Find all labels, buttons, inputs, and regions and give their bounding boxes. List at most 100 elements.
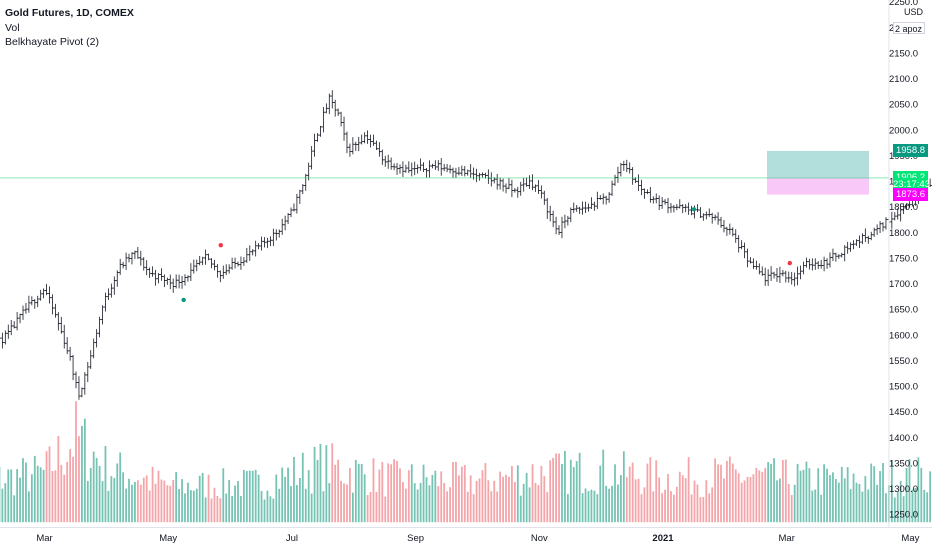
volume-bar: [272, 498, 275, 523]
volume-bar: [584, 488, 587, 523]
volume-bar: [864, 476, 867, 523]
volume-bar: [502, 476, 504, 523]
volume-bar: [10, 469, 13, 523]
volume-bars: [0, 401, 932, 523]
volume-bar: [416, 489, 419, 523]
scale-button[interactable]: 2 apoz: [893, 22, 925, 34]
time-tick-label: May: [159, 533, 177, 544]
volume-bar: [145, 475, 148, 523]
volume-bar: [399, 468, 401, 523]
volume-bar: [855, 482, 858, 523]
volume-bar: [310, 493, 313, 523]
volume-bar: [705, 480, 708, 523]
volume-bar: [351, 492, 354, 523]
volume-bar: [328, 483, 331, 523]
volume-bar: [619, 475, 622, 523]
volume-bar: [640, 494, 643, 523]
time-tick-label: Nov: [531, 533, 548, 544]
volume-bar: [867, 489, 870, 523]
volume-bar: [296, 485, 298, 523]
volume-bar: [142, 477, 145, 523]
volume-bar: [260, 490, 263, 523]
volume-bar: [390, 464, 393, 523]
volume-bar: [419, 482, 422, 523]
volume-bar: [457, 475, 460, 523]
time-tick-label: 2021: [652, 533, 674, 544]
price-tick-label: 2250.0: [889, 0, 918, 8]
symbol-title[interactable]: Gold Futures, 1D, COMEX: [5, 7, 134, 19]
volume-bar: [466, 491, 469, 523]
volume-bar: [861, 491, 864, 523]
volume-bar: [493, 480, 496, 523]
volume-bar: [213, 487, 216, 523]
volume-bar: [905, 467, 908, 523]
volume-bar: [181, 479, 183, 523]
volume-bar: [234, 485, 236, 523]
volume-bar: [596, 494, 599, 523]
volume-bar: [27, 491, 30, 523]
volume-bar: [201, 472, 204, 523]
volume-bar: [929, 471, 932, 523]
volume-bar: [879, 471, 881, 523]
volume-bar: [670, 491, 672, 523]
volume-bar: [42, 469, 45, 523]
volume-bar: [664, 489, 666, 523]
volume-bar: [699, 497, 702, 523]
volume-bar: [764, 468, 767, 523]
volume-bar: [360, 463, 363, 523]
volume-bar: [911, 489, 914, 523]
volume-bar: [802, 469, 805, 523]
volume-bar: [814, 489, 817, 523]
price-tick-label: 1300.0: [889, 484, 918, 495]
volume-bar: [337, 459, 340, 523]
volume-bar: [463, 465, 466, 523]
volume-bar: [334, 464, 337, 523]
volume-bar: [113, 477, 116, 523]
volume-bar: [375, 491, 378, 523]
pivot-marker: [787, 260, 792, 266]
volume-bar: [275, 474, 278, 523]
volume-bar: [849, 489, 852, 523]
volume-indicator-label[interactable]: Vol: [5, 21, 20, 34]
volume-bar: [787, 484, 790, 523]
currency-label[interactable]: USD: [893, 7, 923, 18]
volume-bar: [723, 478, 725, 523]
volume-bar: [242, 469, 245, 523]
volume-bar: [746, 476, 749, 523]
volume-bar: [726, 460, 728, 523]
volume-bar: [605, 485, 608, 523]
volume-bar: [178, 488, 180, 523]
volume-bar: [823, 464, 826, 523]
time-tick-label: Sep: [407, 533, 424, 544]
volume-bar: [628, 466, 631, 523]
volume-bar: [843, 478, 846, 523]
price-tick-label: 1700.0: [889, 279, 918, 290]
volume-bar: [290, 486, 292, 523]
volume-bar: [437, 486, 440, 523]
volume-bar: [611, 485, 613, 523]
time-tick-label: May: [901, 533, 919, 544]
volume-bar: [101, 481, 104, 523]
volume-bar: [192, 490, 195, 523]
volume-bar: [278, 488, 281, 523]
pivot-zone-lower: [767, 177, 869, 195]
volume-bar: [917, 457, 920, 523]
volume-bar: [92, 451, 95, 523]
volume-bar: [829, 475, 831, 523]
volume-bar: [499, 471, 502, 523]
volume-bar: [776, 480, 778, 523]
volume-bar: [740, 482, 743, 523]
time-tick-label: Mar: [779, 533, 795, 544]
volume-bar: [372, 458, 375, 523]
volume-bar: [175, 472, 178, 523]
volume-bar: [148, 490, 151, 523]
volume-bar: [428, 485, 431, 523]
volume-bar: [154, 483, 157, 523]
volume-bar: [13, 495, 16, 523]
price-tick-label: 1350.0: [889, 458, 918, 469]
pivot-marker: [218, 242, 223, 248]
pivot-indicator-label[interactable]: Belkhayate Pivot (2): [5, 36, 99, 48]
volume-bar: [496, 491, 499, 523]
price-tick-label: 2150.0: [889, 48, 918, 59]
